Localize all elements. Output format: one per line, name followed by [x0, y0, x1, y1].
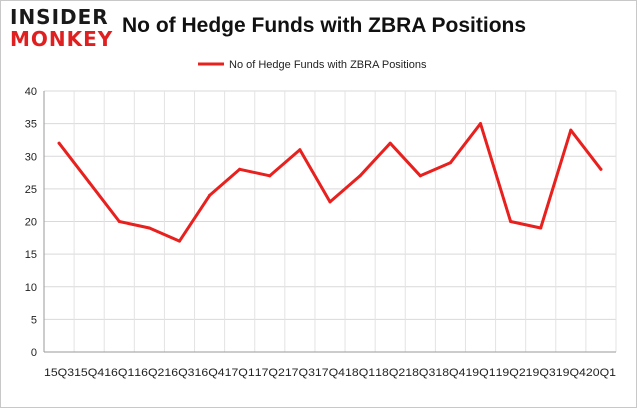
x-tick-label: 18Q2 — [375, 367, 405, 379]
data-point — [509, 220, 513, 223]
grid-lines — [43, 90, 617, 353]
x-tick-label: 18Q3 — [405, 367, 435, 379]
series-line — [57, 122, 603, 243]
data-point — [177, 239, 181, 243]
x-tick-label: 15Q4 — [74, 367, 104, 379]
data-point — [569, 128, 573, 132]
data-point — [328, 200, 332, 204]
y-tick-label: 25 — [25, 184, 37, 196]
x-tick-label: 15Q3 — [44, 367, 74, 379]
data-point — [208, 193, 212, 197]
y-tick-label: 30 — [25, 151, 37, 163]
data-point — [479, 122, 483, 126]
data-point — [539, 226, 543, 230]
data-point — [599, 167, 603, 171]
x-tick-label: 18Q4 — [435, 367, 465, 379]
y-tick-label: 15 — [25, 249, 37, 261]
logo-text-insider: INSIDER — [10, 5, 109, 29]
x-tick-label: 16Q2 — [134, 367, 164, 379]
x-tick-label: 19Q4 — [556, 367, 586, 379]
data-point — [87, 180, 91, 184]
x-tick-label: 16Q3 — [164, 367, 194, 379]
insider-monkey-logo: INSIDER MONKEY — [10, 6, 120, 54]
data-point — [358, 174, 362, 178]
chart-title: No of Hedge Funds with ZBRA Positions — [122, 14, 527, 37]
x-tick-label: 16Q1 — [104, 367, 134, 379]
y-tick-label: 5 — [31, 314, 37, 326]
logo-text-monkey: MONKEY — [10, 27, 114, 51]
x-tick-label: 17Q4 — [315, 367, 345, 379]
y-tick-label: 40 — [25, 86, 37, 98]
x-tick-label: 16Q4 — [195, 367, 225, 379]
x-tick-label: 20Q1 — [586, 367, 616, 379]
y-tick-label: 0 — [31, 347, 37, 359]
x-tick-label: 17Q2 — [255, 367, 285, 379]
axes — [43, 91, 616, 353]
x-tick-label: 17Q3 — [285, 367, 315, 379]
data-point — [238, 167, 242, 171]
data-point — [117, 220, 121, 223]
y-tick-label: 20 — [25, 217, 37, 229]
data-point — [147, 226, 151, 230]
legend-label: No of Hedge Funds with ZBRA Positions — [229, 59, 427, 71]
data-point — [268, 174, 272, 178]
y-tick-label: 35 — [25, 119, 37, 131]
data-point — [298, 148, 302, 152]
legend: No of Hedge Funds with ZBRA Positions — [198, 59, 427, 71]
data-point — [388, 141, 392, 145]
y-tick-label: 10 — [25, 282, 37, 294]
series-lines — [57, 122, 603, 243]
data-point — [418, 174, 422, 178]
x-axis-tick-labels: 15Q3 15Q4 16Q1 16Q2 16Q3 16Q4 17Q1 17Q2 17Q3 17Q4… — [44, 367, 616, 379]
x-tick-label: 18Q1 — [345, 367, 375, 379]
data-point — [57, 141, 61, 145]
x-tick-label: 19Q1 — [465, 367, 495, 379]
y-axis-tick-labels: 0 5 10 15 20 25 30 35 40 — [25, 86, 37, 359]
x-tick-label: 19Q2 — [496, 367, 526, 379]
x-tick-label: 17Q1 — [225, 367, 255, 379]
x-tick-label: 19Q3 — [526, 367, 556, 379]
data-point — [448, 161, 452, 165]
